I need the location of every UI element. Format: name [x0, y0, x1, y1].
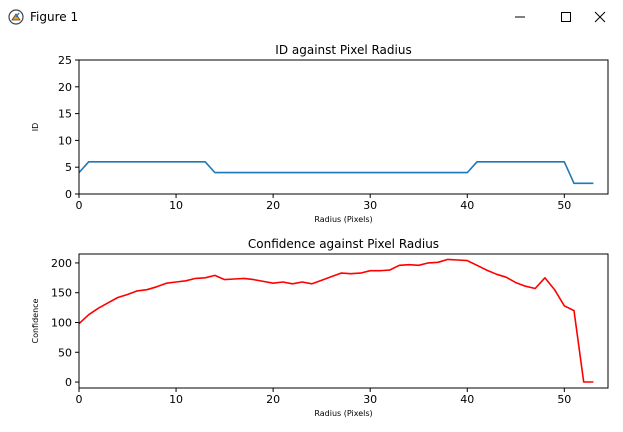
close-button[interactable]	[577, 0, 623, 34]
y-tick-label: 5	[65, 161, 72, 174]
y-tick-label: 20	[58, 81, 72, 94]
x-tick-label: 0	[76, 199, 83, 212]
y-tick-label: 15	[58, 108, 72, 121]
y-tick-label: 10	[58, 134, 72, 147]
y-axis-label: Confidence	[31, 298, 40, 343]
x-tick-label: 50	[557, 393, 571, 406]
x-tick-label: 30	[363, 393, 377, 406]
x-tick-label: 20	[266, 393, 280, 406]
y-tick-label: 0	[65, 376, 72, 389]
x-axis-label: Radius (Pixels)	[314, 409, 372, 418]
figure-svg: ID against Pixel Radius 0 10 20 30 40 50 0 5 10 15…	[31, 43, 609, 418]
y-axis-label: ID	[31, 123, 40, 132]
axes-frame	[78, 59, 609, 195]
chart-1: ID against Pixel Radius 0 10 20 30 40 50 0 5 10 15…	[31, 43, 609, 224]
x-tick-label: 10	[169, 199, 183, 212]
x-tick-label: 0	[76, 393, 83, 406]
chart-title: Confidence against Pixel Radius	[248, 237, 439, 251]
y-tick-label: 0	[65, 188, 72, 201]
window-title: Figure 1	[30, 10, 79, 24]
y-tick-label: 200	[51, 257, 72, 270]
series-line	[78, 161, 594, 185]
matplotlib-figure-icon	[8, 9, 24, 25]
maximize-button[interactable]	[543, 0, 589, 34]
y-tick-label: 50	[58, 346, 72, 359]
x-tick-label: 30	[363, 199, 377, 212]
axes-frame	[78, 253, 609, 389]
title-bar[interactable]: Figure 1	[0, 0, 623, 34]
maximize-icon	[560, 8, 572, 27]
x-tick-label: 20	[266, 199, 280, 212]
x-tick-label: 10	[169, 393, 183, 406]
y-tick-label: 100	[51, 316, 72, 329]
x-tick-label: 50	[557, 199, 571, 212]
x-tick-label: 40	[460, 393, 474, 406]
x-tick-label: 40	[460, 199, 474, 212]
close-icon	[594, 8, 606, 27]
figure-canvas: ID against Pixel Radius 0 10 20 30 40 50 0 5 10 15…	[0, 34, 623, 428]
y-tick-label: 150	[51, 287, 72, 300]
chart-2: Confidence against Pixel Radius 0 10 20 30 40…	[31, 237, 609, 418]
series-line	[78, 258, 594, 383]
y-tick-label: 25	[58, 54, 72, 67]
minimize-button[interactable]	[497, 0, 543, 34]
minimize-icon	[514, 8, 526, 27]
chart-title: ID against Pixel Radius	[275, 43, 411, 57]
x-axis-label: Radius (Pixels)	[314, 215, 372, 224]
